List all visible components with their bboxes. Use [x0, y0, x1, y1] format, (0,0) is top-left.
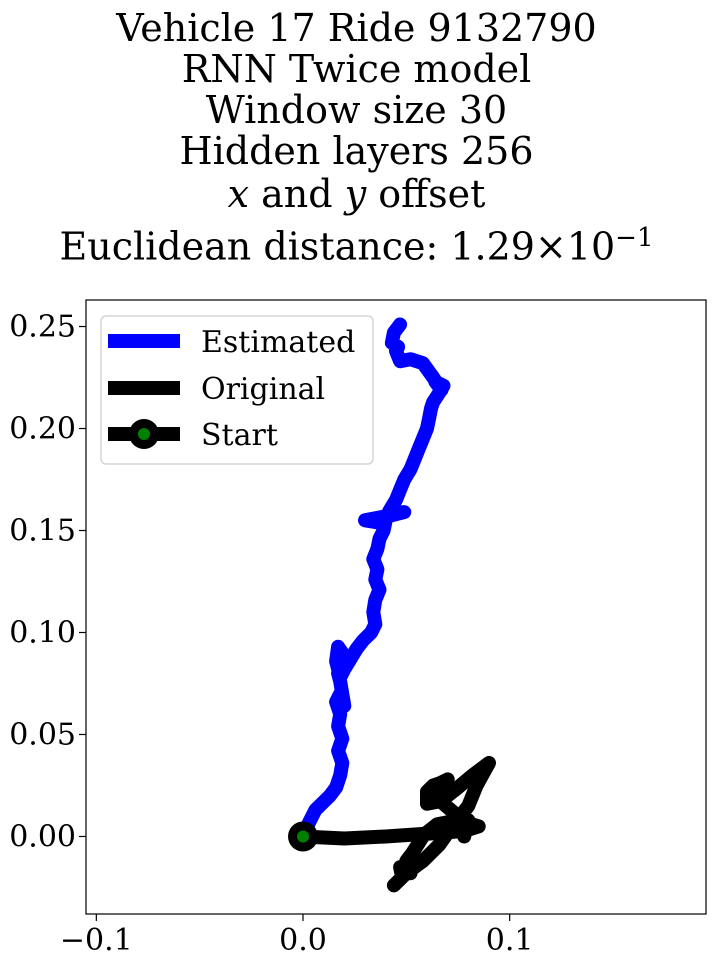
title-exponent: −1: [615, 223, 654, 253]
y-tick-label: 0.15: [9, 514, 76, 549]
start-marker-inner: [297, 830, 309, 843]
title-line-5: x and y offset: [0, 172, 713, 216]
title-line-1: Vehicle 17 Ride 9132790: [116, 6, 597, 50]
title-distance: Euclidean distance: 1.29: [59, 224, 535, 269]
y-tick-label: 0.20: [9, 412, 76, 447]
title-and: and: [261, 172, 333, 216]
y-tick-label: 0.00: [9, 819, 76, 854]
title-var-x: x: [227, 172, 250, 216]
y-tick-label: 0.10: [9, 615, 76, 650]
estimated-series-line: [296, 317, 451, 844]
legend: Estimated Original Start: [100, 315, 374, 465]
series-group: [288, 317, 496, 893]
y-tick-label: 0.05: [9, 717, 76, 752]
title-offset: offset: [378, 172, 486, 216]
title-times: ×: [534, 224, 567, 269]
original-series-line: [296, 756, 496, 893]
ticks-layer: −0.1 0.0 0.1 0.00 0.05 0.10 0.15 0.20 0.25: [9, 310, 533, 958]
legend-original-label: Original: [201, 372, 325, 407]
title-base: 10: [566, 224, 616, 269]
title-line-2: RNN Twice model: [181, 47, 532, 91]
legend-start-marker-inner: [138, 428, 150, 440]
x-tick-label: 0.1: [486, 923, 534, 958]
axes-frame: [85, 299, 707, 915]
lines-layer: [288, 317, 496, 893]
title-var-y: y: [344, 172, 367, 216]
plot-border: [85, 299, 707, 915]
legend-start-label: Start: [201, 418, 278, 453]
title-line-6: Euclidean distance: 1.29×10−1: [0, 216, 713, 269]
x-tick-label: 0.0: [279, 923, 327, 958]
legend-estimated-label: Estimated: [201, 325, 355, 360]
title-line-4: Hidden layers 256: [179, 129, 534, 173]
y-tick-label: 0.25: [9, 310, 76, 345]
title-line-3: Window size 30: [205, 88, 508, 132]
x-tick-label: −0.1: [60, 923, 133, 958]
